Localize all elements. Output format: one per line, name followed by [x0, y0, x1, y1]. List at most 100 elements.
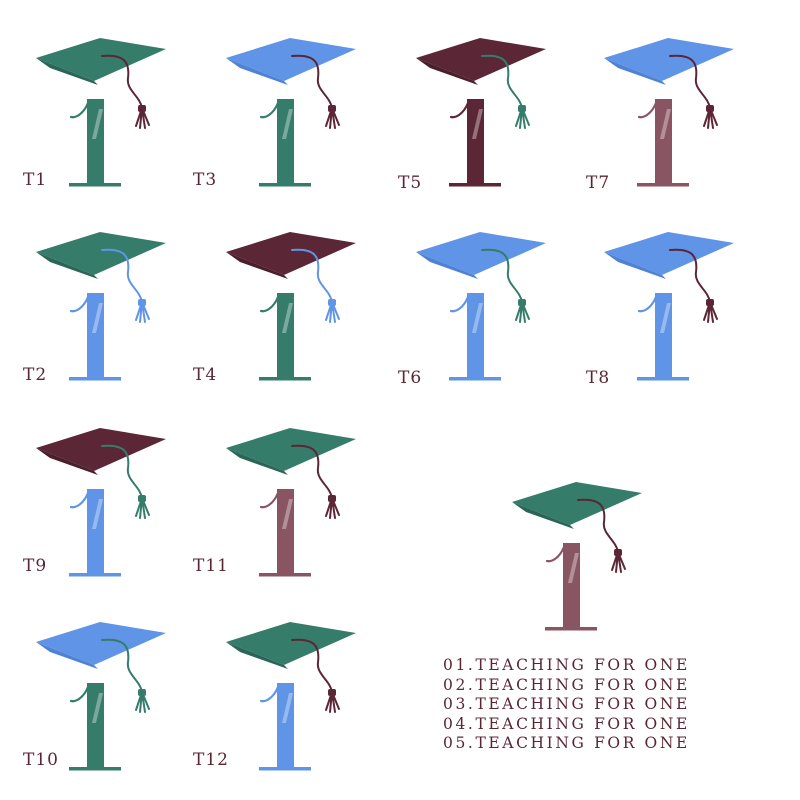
- logo-tile-t8: [604, 232, 734, 381]
- tassel-fringe-icon: [703, 107, 718, 129]
- tile-label: T12: [193, 750, 229, 770]
- numeral-highlight-shape: [92, 303, 103, 333]
- numeral-flag-shape: [69, 491, 90, 509]
- tassel-cord-icon: [481, 248, 523, 303]
- numeral-stem-shape: [277, 99, 294, 185]
- tassel-knot-icon: [706, 105, 714, 112]
- numeral-highlight-shape: [472, 303, 483, 333]
- numeral-flag-shape: [69, 295, 90, 313]
- cap-top-shape: [226, 622, 356, 665]
- logo-tile-t9: [36, 428, 166, 577]
- numeral-stem-shape: [467, 293, 484, 379]
- tile-label: T11: [193, 556, 229, 576]
- numeral-base-shape: [259, 767, 311, 771]
- numeral-highlight-shape: [282, 499, 293, 529]
- numeral-stem-shape: [87, 683, 104, 769]
- numeral-highlight-shape: [472, 109, 483, 139]
- cap-top-shape: [226, 38, 356, 81]
- tile-label: T8: [586, 368, 611, 388]
- numeral-flag-shape: [259, 295, 280, 313]
- tassel-cord-icon: [101, 638, 143, 693]
- cap-top-shape: [604, 38, 734, 81]
- numeral-base-shape: [259, 377, 311, 381]
- numeral-base-shape: [449, 183, 501, 187]
- numeral-stem-shape: [467, 99, 484, 185]
- tagline-item: 04.TEACHING FOR ONE: [443, 714, 690, 733]
- numeral-highlight-shape: [282, 303, 293, 333]
- tassel-fringe-icon: [135, 497, 150, 519]
- tile-label: T3: [193, 170, 218, 190]
- numeral-base-shape: [69, 767, 121, 771]
- tassel-cord-icon: [101, 54, 143, 109]
- tile-label: T6: [398, 368, 423, 388]
- tassel-fringe-icon: [325, 301, 340, 323]
- tassel-cord-icon: [481, 54, 523, 109]
- tassel-knot-icon: [328, 689, 336, 696]
- tile-label: T1: [23, 170, 48, 190]
- numeral-base-shape: [637, 377, 689, 381]
- tassel-fringe-icon: [135, 691, 150, 713]
- featured-logo: [512, 482, 642, 631]
- numeral-highlight-shape: [660, 109, 671, 139]
- tile-label: T9: [23, 556, 48, 576]
- tassel-cord-icon: [669, 54, 711, 109]
- cap-underside-shape: [36, 642, 98, 669]
- numeral-flag-shape: [259, 491, 280, 509]
- tassel-knot-icon: [328, 299, 336, 306]
- tagline-item: 05.TEACHING FOR ONE: [443, 734, 690, 752]
- cap-top-shape: [512, 482, 642, 525]
- numeral-flag-shape: [449, 295, 470, 313]
- numeral-highlight-shape: [282, 693, 293, 723]
- cap-underside-shape: [226, 58, 288, 85]
- tassel-cord-icon: [101, 248, 143, 303]
- numeral-highlight-shape: [568, 553, 579, 583]
- logo-tile-t7: [604, 38, 734, 187]
- tassel-fringe-icon: [515, 301, 530, 323]
- tagline-item: 01.TEACHING FOR ONE: [443, 656, 690, 674]
- logo-tile-t5: [416, 38, 546, 187]
- numeral-flag-shape: [259, 685, 280, 703]
- numeral-stem-shape: [87, 99, 104, 185]
- numeral-base-shape: [69, 377, 121, 381]
- numeral-flag-shape: [69, 685, 90, 703]
- tassel-cord-icon: [577, 498, 619, 553]
- cap-underside-shape: [512, 502, 574, 529]
- logo-tile-t6: [416, 232, 546, 381]
- numeral-base-shape: [449, 377, 501, 381]
- logo-tile-t12: [226, 622, 356, 771]
- tassel-knot-icon: [518, 105, 526, 112]
- tile-label: T4: [193, 365, 218, 385]
- numeral-flag-shape: [259, 101, 280, 119]
- tassel-knot-icon: [328, 105, 336, 112]
- tassel-cord-icon: [669, 248, 711, 303]
- tassel-knot-icon: [614, 549, 622, 556]
- tassel-knot-icon: [706, 299, 714, 306]
- numeral-base-shape: [69, 183, 121, 187]
- cap-top-shape: [36, 622, 166, 665]
- tassel-fringe-icon: [611, 551, 626, 573]
- numeral-base-shape: [69, 573, 121, 577]
- tassel-cord-icon: [291, 444, 333, 499]
- numeral-flag-shape: [637, 295, 658, 313]
- logo-tile-t2: [36, 232, 166, 381]
- numeral-base-shape: [637, 183, 689, 187]
- cap-top-shape: [604, 232, 734, 275]
- cap-underside-shape: [36, 448, 98, 475]
- tassel-knot-icon: [138, 105, 146, 112]
- tile-label: T5: [398, 173, 423, 193]
- numeral-base-shape: [259, 573, 311, 577]
- logo-tile-t3: [226, 38, 356, 187]
- tile-label: T7: [586, 173, 611, 193]
- numeral-stem-shape: [277, 293, 294, 379]
- cap-top-shape: [226, 428, 356, 471]
- cap-underside-shape: [226, 448, 288, 475]
- numeral-stem-shape: [563, 543, 580, 629]
- numeral-highlight-shape: [660, 303, 671, 333]
- cap-underside-shape: [226, 642, 288, 669]
- tassel-cord-icon: [291, 54, 333, 109]
- tassel-fringe-icon: [325, 107, 340, 129]
- cap-top-shape: [416, 38, 546, 81]
- cap-top-shape: [416, 232, 546, 275]
- numeral-flag-shape: [449, 101, 470, 119]
